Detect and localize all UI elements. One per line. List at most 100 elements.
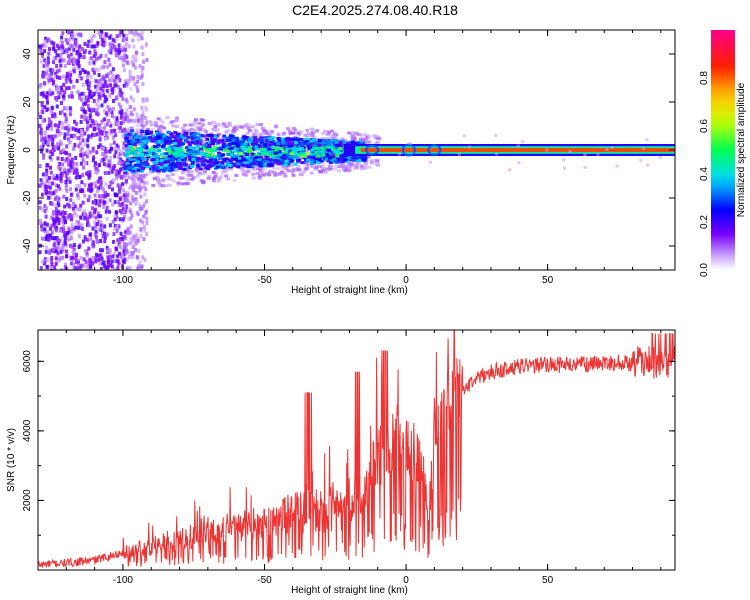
spectrogram-cell: [95, 79, 99, 84]
spectrogram-cell: [121, 38, 125, 43]
spectrogram-cell: [44, 60, 48, 65]
spectrogram-cell: [38, 200, 42, 205]
spectrogram-cell: [94, 166, 98, 171]
spectrogram-cell: [234, 154, 239, 158]
spectrogram-cell: [99, 182, 103, 187]
spectrogram-cell: [262, 159, 267, 163]
spectrogram-cell: [259, 148, 264, 152]
spectrogram-cell: [97, 257, 101, 262]
spectrogram-cell: [307, 134, 312, 138]
spectrogram-cell: [213, 159, 218, 163]
spectrogram-cell: [172, 166, 177, 170]
spectrogram-cell: [46, 56, 50, 61]
spectrogram-cell: [107, 263, 111, 268]
spectrogram-cell: [86, 43, 90, 48]
spectrogram-cell: [59, 85, 63, 90]
spectrogram-cell: [314, 165, 319, 169]
spectrogram-cell: [164, 136, 169, 140]
spectrogram-cell: [83, 216, 87, 221]
spectrogram-cell: [228, 158, 233, 162]
spectrogram-cell: [131, 38, 135, 43]
spectrogram-cell: [93, 126, 97, 131]
spectrogram-cell: [199, 118, 204, 122]
spectrogram-cell: [144, 187, 148, 192]
spectrogram-cell: [246, 165, 251, 169]
spectrogram-cell: [162, 152, 167, 156]
spectrogram-cell: [64, 116, 68, 121]
spectrogram-cell: [142, 214, 146, 219]
spectrogram-cell: [74, 127, 78, 132]
spectrogram-cell: [521, 139, 525, 143]
spectrogram-cell: [47, 123, 51, 128]
spectrogram-cell: [97, 219, 101, 224]
spectrogram-cell: [101, 204, 105, 209]
spectrogram-cell: [103, 231, 107, 236]
spectrogram-cell: [57, 221, 61, 226]
spectrogram-cell: [123, 171, 128, 175]
spectrogram-cell: [198, 139, 203, 143]
spectrogram-cell: [79, 203, 83, 208]
spectrogram-cell: [111, 67, 115, 72]
spectrogram-cell: [314, 146, 319, 150]
spectrogram-cell: [179, 148, 184, 152]
spectrogram-cell: [369, 159, 374, 163]
spectrogram-cell: [190, 160, 195, 164]
spectrogram-cell: [310, 161, 315, 165]
spectrogram-cell: [119, 157, 123, 162]
spectrogram-cell: [121, 182, 125, 187]
spectrogram-cell: [63, 112, 67, 117]
spectrogram-cell: [354, 163, 359, 167]
spectrogram-cell: [86, 198, 90, 203]
spectrogram-cell: [104, 149, 108, 154]
spectrogram-cell: [258, 145, 263, 149]
spectrogram-cell: [107, 57, 111, 62]
spectrogram-cell: [92, 155, 96, 160]
spectrogram-cell: [118, 78, 122, 83]
spectrogram-cell: [200, 134, 205, 138]
spectrogram-cell: [40, 102, 44, 107]
spectrogram-cell: [138, 203, 142, 208]
spectrogram-cell: [321, 149, 326, 153]
spectrogram-cell: [72, 69, 76, 74]
spectrogram-cell: [125, 258, 129, 263]
spectrogram-cell: [562, 166, 566, 170]
spectrogram-cell: [221, 122, 226, 126]
spectrogram-cell: [103, 239, 107, 244]
spectrogram-cell: [116, 147, 120, 152]
spectrogram-cell: [284, 159, 289, 163]
spectrogram-cell: [137, 248, 141, 253]
spectrogram-cell: [359, 164, 364, 168]
spectrogram-cell: [255, 131, 260, 135]
spectrogram-cell: [312, 144, 317, 148]
spectrogram-cell: [216, 122, 221, 126]
spectrogram-cell: [84, 150, 88, 155]
spectrogram-cell: [109, 156, 113, 161]
spectrogram-cell: [177, 136, 182, 140]
spectrogram-cell: [205, 153, 210, 157]
spectrogram-cell: [76, 32, 80, 37]
spectrogram-cell: [335, 154, 340, 158]
spectrogram-cell: [63, 135, 67, 140]
spectrogram-cell: [258, 168, 263, 172]
spectrogram-cell: [98, 137, 102, 142]
spectrogram-cell: [120, 121, 124, 126]
spectrogram-cell: [129, 201, 133, 206]
spectrogram-cell: [55, 183, 59, 188]
spectrogram-cell: [65, 188, 69, 193]
spectrogram-cell: [55, 217, 59, 222]
spectrogram-cell: [38, 112, 42, 117]
spectrogram-cell: [39, 223, 43, 228]
spectrogram-cell: [41, 110, 45, 115]
spectrogram-cell: [68, 269, 72, 270]
spectrogram-cell: [76, 220, 80, 225]
spectrogram-cell: [174, 150, 179, 154]
spectrogram-cell: [323, 144, 328, 148]
spectrogram-cell: [60, 44, 64, 49]
spectrogram-cell: [78, 141, 82, 146]
spectrogram-cell: [260, 126, 265, 130]
spectrogram-cell: [121, 234, 125, 239]
spectrogram-cell: [195, 140, 200, 144]
spectrogram-cell: [135, 124, 140, 128]
spectrogram-cell: [145, 132, 150, 136]
spectrogram-cell: [117, 85, 121, 90]
